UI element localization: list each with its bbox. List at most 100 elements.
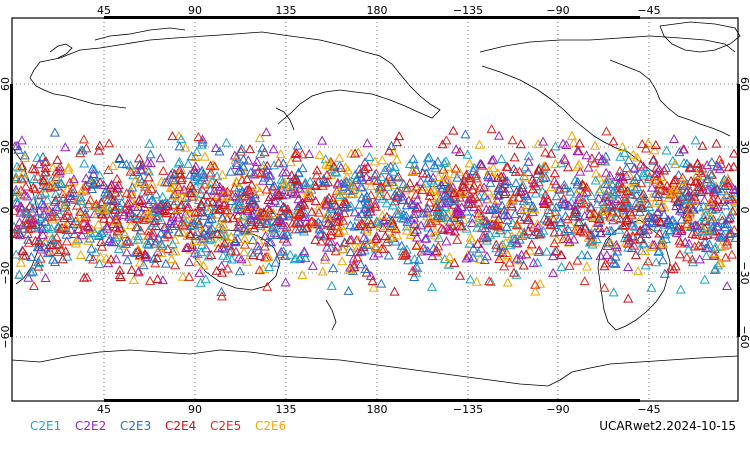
occultation-marker xyxy=(155,238,166,248)
occultation-marker xyxy=(118,209,129,219)
occultation-marker xyxy=(202,197,213,207)
occultation-marker xyxy=(546,148,557,158)
occultation-marker xyxy=(496,153,507,163)
occultation-marker xyxy=(650,213,661,223)
occultation-marker xyxy=(454,166,465,176)
occultation-marker xyxy=(27,266,39,276)
occultation-marker xyxy=(417,184,428,194)
occultation-marker xyxy=(438,164,449,174)
occultation-marker xyxy=(176,199,187,209)
occultation-marker xyxy=(599,201,610,211)
occultation-marker xyxy=(135,257,146,267)
occultation-marker xyxy=(360,193,371,203)
left-lat-label: 60 xyxy=(0,77,12,91)
occultation-marker xyxy=(170,260,181,270)
occultation-marker xyxy=(70,238,81,248)
occultation-marker xyxy=(145,275,156,285)
occultation-marker xyxy=(502,210,513,220)
occultation-marker xyxy=(420,233,431,243)
occultation-marker xyxy=(46,211,58,221)
occultation-marker xyxy=(697,226,708,236)
occultation-marker xyxy=(511,220,522,230)
occultation-marker xyxy=(606,254,617,264)
occultation-marker xyxy=(612,171,624,181)
occultation-marker xyxy=(511,269,522,279)
occultation-marker xyxy=(348,253,359,263)
occultation-marker xyxy=(264,170,275,180)
occultation-marker xyxy=(17,246,28,256)
occultation-marker xyxy=(93,219,104,229)
occultation-marker xyxy=(397,194,408,204)
occultation-marker xyxy=(449,199,460,209)
occultation-marker xyxy=(332,221,343,231)
occultation-marker xyxy=(220,204,231,214)
bottom-lon-labels: 45 90 135 180 −135 −90 −45 xyxy=(97,403,661,416)
occultation-marker xyxy=(481,204,492,214)
occultation-marker xyxy=(644,171,655,181)
occultation-marker xyxy=(391,208,402,218)
occultation-marker xyxy=(314,149,325,159)
occultation-marker xyxy=(108,195,119,205)
occultation-marker xyxy=(233,252,244,262)
occultation-marker xyxy=(226,254,237,264)
occultation-marker xyxy=(135,164,146,174)
occultation-marker xyxy=(487,204,498,214)
occultation-marker xyxy=(313,207,324,217)
occultation-marker xyxy=(706,216,717,226)
occultation-marker xyxy=(452,234,463,244)
occultation-marker xyxy=(23,272,34,282)
occultation-marker xyxy=(372,233,383,243)
occultation-marker xyxy=(194,176,205,186)
occultation-marker xyxy=(361,226,372,236)
occultation-marker xyxy=(444,216,456,226)
occultation-marker xyxy=(603,174,614,184)
occultation-marker xyxy=(456,221,468,231)
occultation-marker xyxy=(678,157,690,167)
occultation-marker xyxy=(46,179,57,189)
occultation-marker xyxy=(114,200,125,210)
occultation-marker xyxy=(389,161,400,172)
occultation-marker xyxy=(644,201,655,211)
occultation-marker xyxy=(392,230,403,240)
bottom-lon-label: 180 xyxy=(367,403,388,416)
occultation-marker xyxy=(139,202,150,212)
occultation-marker xyxy=(81,272,92,282)
occultation-marker xyxy=(15,201,26,211)
occultation-marker xyxy=(379,165,390,175)
occultation-marker xyxy=(339,181,350,191)
occultation-marker xyxy=(232,210,243,220)
occultation-marker xyxy=(152,252,163,263)
occultation-marker xyxy=(452,208,463,218)
occultation-marker xyxy=(566,130,577,140)
occultation-marker xyxy=(41,204,52,215)
occultation-marker xyxy=(492,190,503,200)
occultation-marker xyxy=(612,246,623,256)
occultation-marker xyxy=(655,177,666,187)
occultation-marker xyxy=(292,176,303,186)
occultation-marker xyxy=(273,190,285,200)
occultation-marker xyxy=(391,137,402,147)
occultation-marker xyxy=(259,172,270,182)
occultation-marker xyxy=(473,204,484,214)
occultation-marker xyxy=(449,194,460,204)
occultation-marker xyxy=(642,212,653,222)
occultation-marker xyxy=(382,162,393,173)
occultation-marker xyxy=(141,213,152,223)
occultation-marker xyxy=(538,195,549,205)
occultation-marker xyxy=(627,230,638,241)
occultation-marker xyxy=(572,176,583,186)
occultation-marker xyxy=(75,145,86,155)
occultation-marker xyxy=(626,242,637,253)
occultation-marker xyxy=(650,197,661,207)
occultation-marker xyxy=(281,167,292,177)
occultation-marker xyxy=(588,210,599,220)
occultation-marker xyxy=(635,214,646,224)
occultation-marker xyxy=(646,218,657,228)
occultation-marker xyxy=(182,230,193,241)
occultation-marker xyxy=(497,200,508,210)
occultation-marker xyxy=(207,159,218,169)
occultation-marker xyxy=(156,200,167,210)
occultation-marker xyxy=(258,207,269,217)
occultation-marker xyxy=(17,223,28,233)
occultation-marker xyxy=(680,219,691,229)
